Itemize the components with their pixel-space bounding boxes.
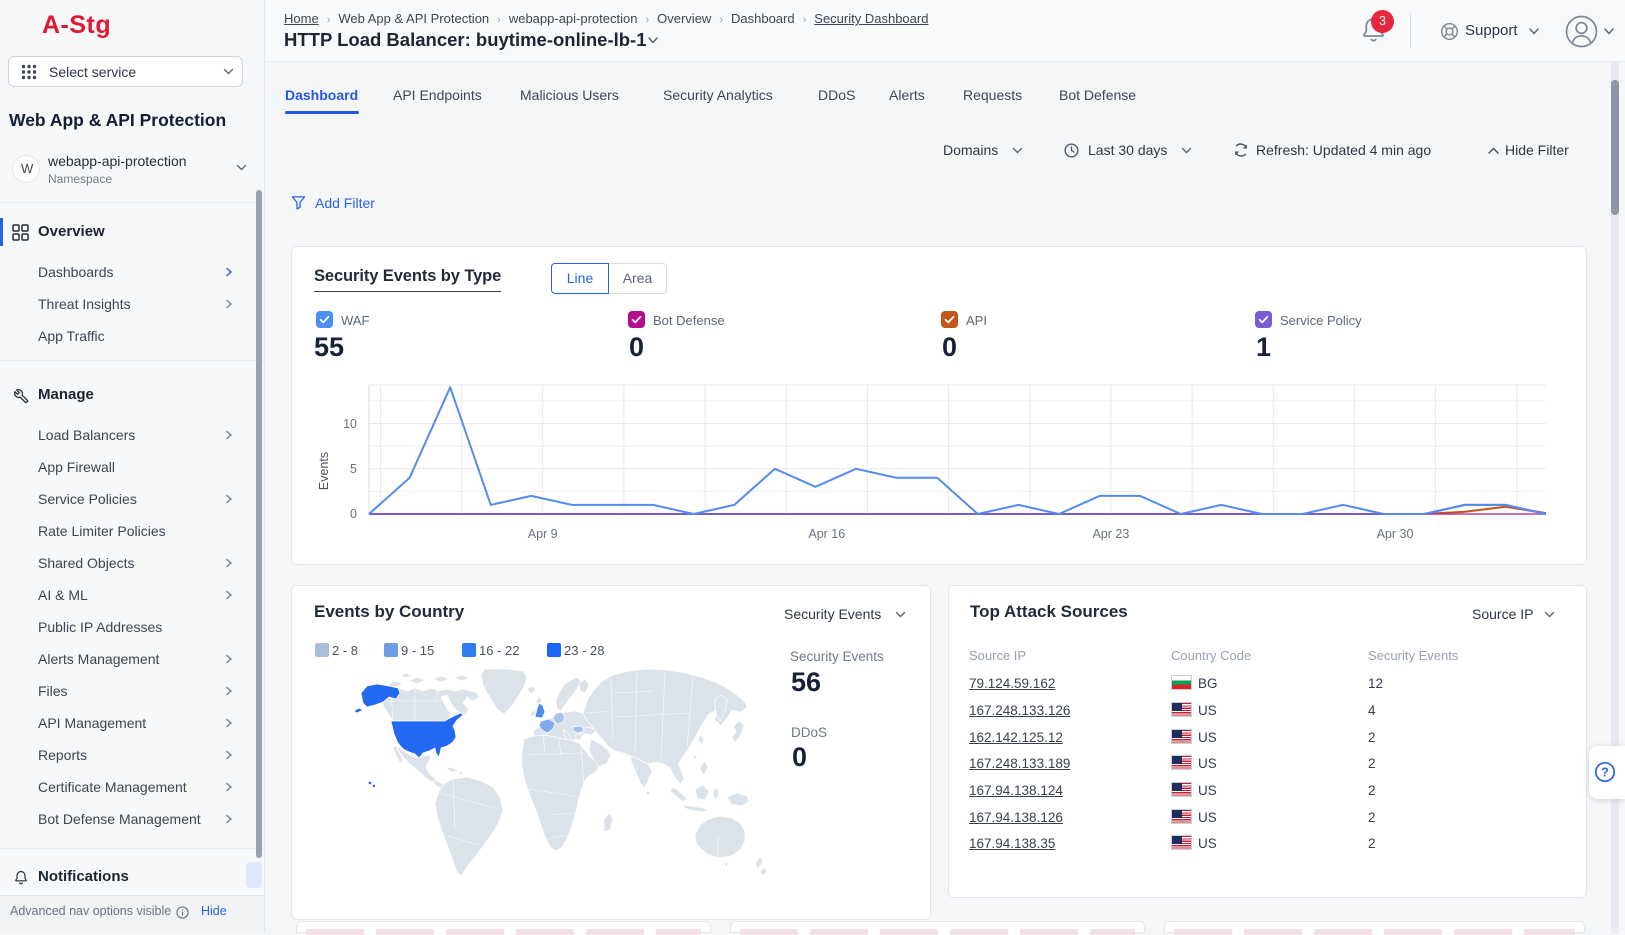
svg-text:Apr 30: Apr 30 xyxy=(1377,527,1414,541)
svg-text:Events: Events xyxy=(317,452,331,490)
svg-text:Apr 23: Apr 23 xyxy=(1092,527,1129,541)
svg-text:5: 5 xyxy=(350,462,357,476)
svg-text:10: 10 xyxy=(343,417,357,431)
svg-text:Apr 9: Apr 9 xyxy=(528,527,558,541)
svg-text:Apr 16: Apr 16 xyxy=(808,527,845,541)
svg-text:0: 0 xyxy=(350,507,357,521)
svg-text:?: ? xyxy=(1601,766,1609,780)
